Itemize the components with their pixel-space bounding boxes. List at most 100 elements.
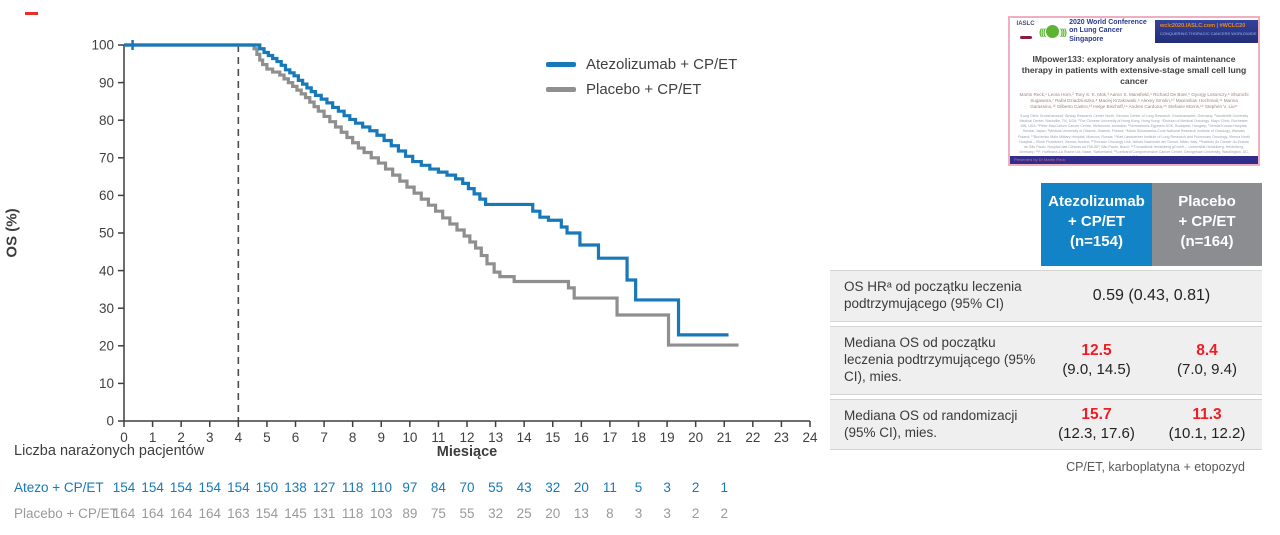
wclc-globe-icon: ((( ))) bbox=[1039, 25, 1067, 38]
svg-text:154: 154 bbox=[113, 480, 136, 495]
svg-text:10: 10 bbox=[402, 430, 417, 445]
svg-text:2: 2 bbox=[692, 506, 700, 521]
os-hr-value: 0.59 (0.43, 0.81) bbox=[1092, 287, 1211, 304]
svg-text:2: 2 bbox=[177, 430, 185, 445]
svg-text:40: 40 bbox=[99, 263, 114, 278]
svg-text:3: 3 bbox=[663, 506, 671, 521]
svg-text:11: 11 bbox=[603, 480, 617, 495]
median-os-maintenance-atezo-ci: (9.0, 14.5) bbox=[1062, 360, 1131, 378]
svg-text:110: 110 bbox=[370, 480, 392, 495]
svg-text:154: 154 bbox=[227, 480, 250, 495]
row-label-median-os-maintenance: Mediana OS od początku leczenia podtrzym… bbox=[844, 335, 1036, 384]
svg-text:84: 84 bbox=[431, 480, 447, 495]
y-axis-title: OS (%) bbox=[3, 208, 21, 258]
svg-text:24: 24 bbox=[802, 430, 818, 445]
svg-text:3: 3 bbox=[635, 506, 643, 521]
svg-text:13: 13 bbox=[574, 506, 589, 521]
svg-text:3: 3 bbox=[663, 480, 671, 495]
svg-text:154: 154 bbox=[256, 506, 279, 521]
svg-text:10: 10 bbox=[99, 376, 114, 391]
svg-text:16: 16 bbox=[574, 430, 589, 445]
svg-text:4: 4 bbox=[235, 430, 243, 445]
svg-text:2: 2 bbox=[720, 506, 728, 521]
svg-text:138: 138 bbox=[284, 480, 307, 495]
svg-text:20: 20 bbox=[688, 430, 703, 445]
legend-label-placebo: Placebo + CP/ET bbox=[586, 81, 702, 98]
svg-text:30: 30 bbox=[99, 301, 114, 316]
abbreviation-footnote: CP/ET, karboplatyna + etopozyd bbox=[1066, 460, 1245, 474]
svg-text:22: 22 bbox=[745, 430, 760, 445]
chart-legend: Atezolizumab + CP/ET Placebo + CP/ET bbox=[546, 52, 737, 102]
svg-text:89: 89 bbox=[402, 506, 417, 521]
median-os-randomization-atezo-value: 15.7 bbox=[1081, 406, 1112, 424]
svg-text:8: 8 bbox=[349, 430, 357, 445]
conference-banner: wclc2020.IASLC.com | #WCLC20 CONQUERING … bbox=[1155, 20, 1258, 43]
svg-text:50: 50 bbox=[99, 226, 114, 241]
svg-text:21: 21 bbox=[717, 430, 732, 445]
svg-text:13: 13 bbox=[488, 430, 503, 445]
legend-swatch-atezolizumab-icon bbox=[546, 62, 576, 67]
risk-row-label-atezo: Atezo + CP/ET bbox=[14, 480, 104, 495]
presented-by: Presented by Dr Martin Reck bbox=[1014, 157, 1066, 162]
svg-text:3: 3 bbox=[206, 430, 214, 445]
svg-text:154: 154 bbox=[141, 480, 164, 495]
iaslc-logo: IASLC bbox=[1014, 21, 1037, 43]
slide-affiliations: ¹Lung Clinic Grosshansdorf, Airway Resea… bbox=[1018, 113, 1250, 160]
svg-text:8: 8 bbox=[606, 506, 614, 521]
svg-text:11: 11 bbox=[431, 430, 445, 445]
row-label-os-hr: OS HRᵃ od początku leczenia podtrzymując… bbox=[844, 279, 1022, 311]
svg-text:90: 90 bbox=[99, 75, 114, 90]
legend-item-placebo: Placebo + CP/ET bbox=[546, 77, 737, 102]
table-row-median-os-maintenance: Mediana OS od początku leczenia podtrzym… bbox=[830, 326, 1262, 395]
svg-text:15: 15 bbox=[545, 430, 560, 445]
svg-text:100: 100 bbox=[91, 38, 114, 53]
risk-table-title: Liczba narażonych pacjentów bbox=[14, 443, 205, 459]
svg-text:6: 6 bbox=[292, 430, 300, 445]
svg-text:60: 60 bbox=[99, 188, 114, 203]
svg-text:20: 20 bbox=[99, 339, 114, 354]
svg-text:9: 9 bbox=[377, 430, 385, 445]
conference-name: 2020 World Conference on Lung Cancer Sin… bbox=[1069, 18, 1147, 43]
svg-text:80: 80 bbox=[99, 113, 114, 128]
svg-text:164: 164 bbox=[113, 506, 136, 521]
svg-text:12: 12 bbox=[459, 430, 474, 445]
iaslc-logo-text: IASLC bbox=[1016, 20, 1035, 27]
svg-text:154: 154 bbox=[198, 480, 221, 495]
svg-text:131: 131 bbox=[313, 506, 336, 521]
svg-text:20: 20 bbox=[574, 480, 589, 495]
svg-text:5: 5 bbox=[263, 430, 271, 445]
svg-text:23: 23 bbox=[774, 430, 789, 445]
slide-authors: Martin Reck,¹ Leora Horn,² Tony S. K. Mo… bbox=[1019, 91, 1249, 110]
slide-header: IASLC ((( ))) 2020 World Conference on L… bbox=[1010, 18, 1258, 45]
median-os-randomization-placebo-cell: 11.3 (10.1, 12.2) bbox=[1152, 406, 1262, 443]
median-os-maintenance-atezo-value: 12.5 bbox=[1081, 342, 1112, 360]
iaslc-logo-bar-icon bbox=[1019, 35, 1032, 39]
median-os-maintenance-placebo-cell: 8.4 (7.0, 9.4) bbox=[1152, 342, 1262, 379]
legend-item-atezolizumab: Atezolizumab + CP/ET bbox=[546, 52, 737, 77]
slide-footer-bar: Presented by Dr Martin Reck bbox=[1010, 156, 1258, 164]
legend-label-atezolizumab: Atezolizumab + CP/ET bbox=[586, 56, 738, 73]
risk-row-label-placebo: Placebo + CP/ET bbox=[14, 506, 118, 521]
svg-text:154: 154 bbox=[170, 480, 193, 495]
svg-text:103: 103 bbox=[370, 506, 393, 521]
results-table-header-row: Atezolizumab + CP/ET (n=154) Placebo + C… bbox=[830, 183, 1262, 266]
svg-text:25: 25 bbox=[517, 506, 532, 521]
svg-text:14: 14 bbox=[517, 430, 533, 445]
legend-swatch-placebo-icon bbox=[546, 87, 576, 92]
svg-text:55: 55 bbox=[459, 506, 474, 521]
svg-text:118: 118 bbox=[342, 480, 364, 495]
svg-text:127: 127 bbox=[313, 480, 336, 495]
median-os-maintenance-placebo-ci: (7.0, 9.4) bbox=[1176, 360, 1238, 378]
svg-text:2: 2 bbox=[692, 480, 700, 495]
conference-url: wclc2020.IASLC.com | #WCLC20 bbox=[1160, 23, 1246, 29]
median-os-randomization-placebo-ci: (10.1, 12.2) bbox=[1168, 424, 1246, 442]
results-table-header-spacer bbox=[830, 183, 1041, 266]
slide-title: IMpower133: exploratory analysis of main… bbox=[1021, 54, 1247, 87]
svg-text:19: 19 bbox=[660, 430, 675, 445]
svg-text:20: 20 bbox=[545, 506, 560, 521]
svg-text:32: 32 bbox=[545, 480, 560, 495]
table-row-os-hr: OS HRᵃ od początku leczenia podtrzymując… bbox=[830, 270, 1262, 322]
median-os-randomization-atezo-cell: 15.7 (12.3, 17.6) bbox=[1041, 406, 1152, 443]
